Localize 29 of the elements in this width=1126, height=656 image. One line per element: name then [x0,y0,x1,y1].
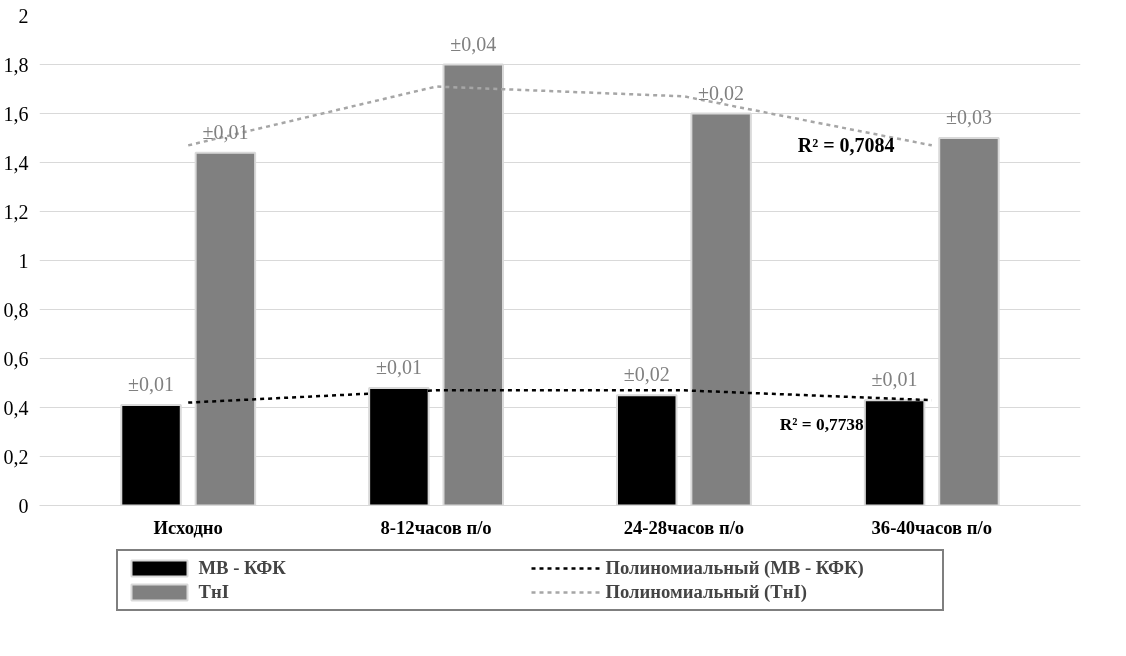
y-tick-label: 1,2 [3,200,29,223]
annotation: ±0,01 [202,120,249,143]
annotation: ±0,03 [945,106,992,128]
x-tick-label: Исходно [153,516,223,538]
annotation: ±0,01 [375,355,422,378]
y-tick-label: 1,6 [3,102,29,125]
x-tick-label: 36-40часов п/о [871,516,993,538]
y-tick-label: 1,8 [3,53,29,76]
y-tick-label: 2 [18,4,29,27]
y-tick-label: 0,6 [3,347,29,370]
annotation: R² = 0,7738 [779,415,864,435]
legend-label: МВ - КФК [198,557,287,579]
annotation: ±0,01 [871,368,918,391]
x-tick-label: 24-28часов п/о [623,516,745,538]
legend-label: Полиномиальный (ТнI) [605,581,808,603]
y-tick-label: 0,8 [3,298,29,321]
annotation: ±0,04 [450,32,497,55]
annotation: ±0,02 [623,363,670,386]
annotation: ±0,02 [698,81,745,104]
y-tick-label: 0,4 [3,396,29,419]
y-tick-label: 0,2 [3,445,29,468]
legend-label: ТнI [198,581,230,603]
y-tick-label: 1,4 [3,151,29,174]
annotation: R² = 0,7084 [797,134,895,157]
x-tick-label: 8-12часов п/о [380,516,492,538]
annotation: ±0,01 [128,373,175,396]
y-tick-label: 1 [18,249,29,272]
legend-label: Полиномиальный (МВ - КФК) [605,557,865,579]
y-tick-label: 0 [18,494,29,517]
